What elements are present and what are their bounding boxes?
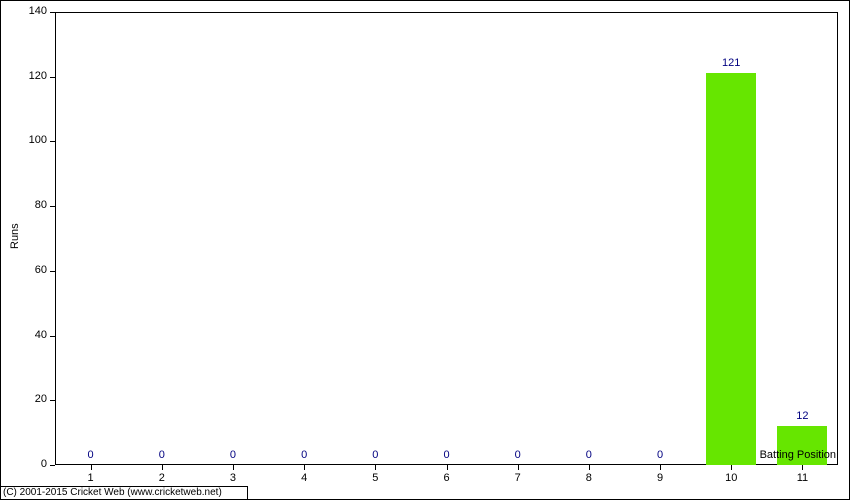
y-tick-label: 140	[29, 5, 47, 17]
bar-value-label: 0	[88, 449, 94, 461]
y-tick-label: 20	[35, 393, 47, 405]
x-tick-label: 3	[223, 472, 243, 484]
x-tick-mark	[518, 465, 519, 470]
x-tick-mark	[447, 465, 448, 470]
bar-value-label: 0	[657, 449, 663, 461]
x-axis-label: Batting Position	[760, 449, 836, 461]
y-tick-mark	[50, 271, 55, 272]
x-tick-label: 2	[152, 472, 172, 484]
y-tick-mark	[50, 465, 55, 466]
y-tick-mark	[50, 336, 55, 337]
x-tick-mark	[162, 465, 163, 470]
bar-value-label: 0	[230, 449, 236, 461]
x-tick-mark	[802, 465, 803, 470]
y-axis-label: Runs	[9, 229, 21, 249]
x-tick-mark	[589, 465, 590, 470]
bar-value-label: 0	[586, 449, 592, 461]
x-tick-label: 6	[437, 472, 457, 484]
bar	[706, 73, 756, 465]
x-tick-mark	[375, 465, 376, 470]
bar-value-label: 0	[515, 449, 521, 461]
runs-by-position-chart: 020406080100120140Runs102030405060708090…	[0, 0, 850, 500]
y-tick-label: 40	[35, 329, 47, 341]
y-tick-mark	[50, 12, 55, 13]
x-tick-label: 7	[508, 472, 528, 484]
x-tick-label: 1	[81, 472, 101, 484]
x-tick-mark	[233, 465, 234, 470]
x-tick-label: 8	[579, 472, 599, 484]
y-tick-label: 60	[35, 264, 47, 276]
x-tick-label: 5	[365, 472, 385, 484]
x-tick-mark	[304, 465, 305, 470]
y-tick-label: 120	[29, 70, 47, 82]
bar-value-label: 0	[159, 449, 165, 461]
x-tick-mark	[731, 465, 732, 470]
x-tick-label: 11	[792, 472, 812, 484]
y-tick-mark	[50, 141, 55, 142]
x-tick-label: 4	[294, 472, 314, 484]
y-tick-mark	[50, 206, 55, 207]
y-tick-mark	[50, 77, 55, 78]
y-tick-label: 0	[41, 458, 47, 470]
x-tick-label: 10	[721, 472, 741, 484]
bar-value-label: 12	[796, 410, 808, 422]
bar-value-label: 0	[443, 449, 449, 461]
copyright-text: (C) 2001-2015 Cricket Web (www.cricketwe…	[3, 487, 222, 498]
y-tick-label: 100	[29, 134, 47, 146]
x-tick-mark	[660, 465, 661, 470]
x-tick-label: 9	[650, 472, 670, 484]
y-tick-mark	[50, 400, 55, 401]
x-tick-mark	[91, 465, 92, 470]
y-tick-label: 80	[35, 199, 47, 211]
bar-value-label: 0	[372, 449, 378, 461]
bar-value-label: 121	[722, 57, 740, 69]
bar-value-label: 0	[301, 449, 307, 461]
